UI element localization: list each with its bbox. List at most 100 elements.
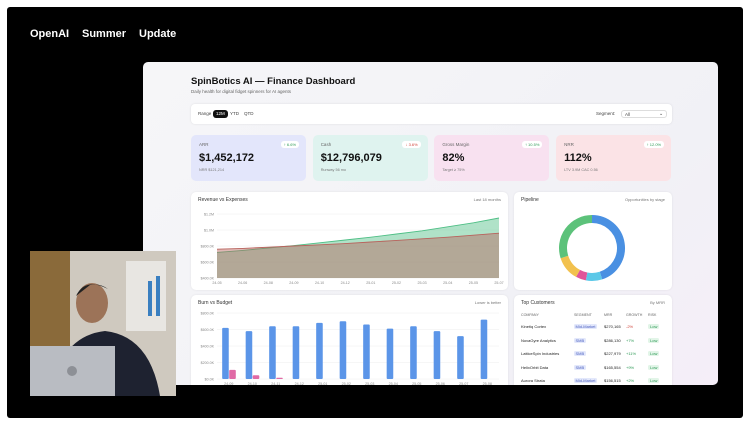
kpi-card: Cash $12,796,079 Runway 56 mo ↓ 3.6% bbox=[312, 135, 428, 181]
bar bbox=[252, 375, 260, 379]
table-cell: +2% bbox=[626, 378, 635, 383]
person-head bbox=[76, 283, 108, 323]
bar bbox=[245, 331, 253, 379]
y-tick-label: $200.0K bbox=[201, 361, 215, 365]
x-tick-label: 24-12 bbox=[295, 382, 304, 385]
kpi-label: ARR bbox=[199, 142, 209, 147]
customers-panel: Top Customers By MRR COMPANY SEGMENT MRR GR… bbox=[514, 295, 672, 385]
kpi-value: 112% bbox=[564, 152, 592, 164]
board-bar bbox=[156, 276, 160, 316]
column-header: COMPANY bbox=[521, 313, 539, 317]
y-tick-label: $800.0K bbox=[201, 311, 215, 315]
series-line bbox=[216, 217, 500, 253]
table-cell: $270,165 bbox=[604, 324, 621, 329]
event-word: Update bbox=[139, 28, 177, 40]
series-line bbox=[216, 232, 500, 250]
dashboard: SpinBotics AI — Finance Dashboard Daily … bbox=[143, 62, 718, 385]
y-tick-label: $0.0K bbox=[205, 377, 215, 381]
x-tick-label: 24-06 bbox=[238, 281, 247, 285]
bar bbox=[222, 327, 229, 379]
bar bbox=[269, 326, 276, 379]
x-tick-label: 25-02 bbox=[342, 382, 351, 385]
donut-segment bbox=[585, 271, 603, 281]
donut-segment bbox=[576, 269, 588, 281]
panel-title: Top Customers bbox=[521, 300, 555, 306]
dropdown-caret: ⌄ bbox=[659, 111, 664, 117]
kpi-value: $12,796,079 bbox=[320, 152, 382, 164]
table-cell: $156,515 bbox=[604, 378, 621, 383]
y-tick-label: $800.0K bbox=[201, 244, 215, 248]
column-header: GROWTH bbox=[626, 313, 643, 317]
table-cell: $286,130 bbox=[604, 337, 621, 343]
bar bbox=[276, 377, 283, 379]
kpi-value: $1,452,172 bbox=[199, 152, 255, 164]
segment-select[interactable]: All bbox=[621, 110, 667, 118]
table-cell: Aurora Strata bbox=[521, 378, 545, 383]
panel-title: Burn vs Budget bbox=[198, 300, 233, 306]
panel-subtitle: Opportunities by stage bbox=[624, 197, 665, 202]
donut-segment bbox=[560, 255, 581, 277]
x-tick-label: 24-10 bbox=[248, 382, 257, 385]
bar bbox=[363, 324, 370, 379]
bar bbox=[292, 326, 300, 379]
range-option[interactable]: QTD bbox=[244, 111, 254, 116]
kpi-note: NRR $121,214 bbox=[199, 168, 225, 172]
table-cell: SMB bbox=[574, 351, 586, 356]
kpi-note: LTV 3.9M CAC 0.56 bbox=[564, 168, 598, 172]
panel-subtitle: Lower is better bbox=[474, 300, 501, 305]
panel-title: Pipeline bbox=[521, 197, 539, 203]
kpi-change: ↓ 3.6% bbox=[402, 141, 421, 148]
bar bbox=[457, 336, 464, 379]
kpi-change: ↑ 6.6% bbox=[280, 141, 299, 148]
x-tick-label: 25-01 bbox=[366, 281, 375, 285]
table-cell: LatticeSpin Industries bbox=[521, 351, 560, 356]
laptop-logo bbox=[67, 366, 77, 376]
kpi-card: NRR 112% LTV 3.9M CAC 0.56 ↑ 12.0% bbox=[556, 135, 672, 181]
table-cell: Low bbox=[648, 337, 660, 343]
table-cell: +7% bbox=[626, 337, 635, 343]
table-cell: Mid-Market bbox=[574, 378, 598, 383]
area-fill bbox=[217, 218, 499, 278]
x-tick-label: 25-07 bbox=[494, 281, 503, 285]
x-tick-label: 24-05 bbox=[212, 281, 221, 285]
revenue-panel: $400.0K $600.0K $800.0K $1.0M $1.2M 24-05 24-0… bbox=[191, 192, 508, 290]
table-cell: Low bbox=[648, 351, 660, 356]
range-label: Range bbox=[198, 111, 212, 116]
column-header: MRR bbox=[604, 313, 613, 317]
dashboard-subtitle: Daily health for digital fidget spinners… bbox=[191, 89, 292, 94]
table-cell: Kinetiq Cortex bbox=[521, 324, 547, 329]
kpi-value: 82% bbox=[442, 152, 465, 164]
bar bbox=[316, 322, 323, 379]
kpi-label: Gross Margin bbox=[442, 142, 470, 147]
donut-segment bbox=[591, 215, 625, 280]
range-option[interactable]: 12M bbox=[213, 110, 228, 118]
table-cell: Low bbox=[648, 378, 660, 383]
table-cell: Low bbox=[648, 324, 660, 329]
x-tick-label: 25-06 bbox=[436, 382, 445, 385]
table-cell: SMB bbox=[574, 337, 586, 343]
x-tick-label: 25-01 bbox=[318, 382, 327, 385]
range-option[interactable]: YTD bbox=[230, 111, 239, 116]
burn-panel: $0.0K $200.0K $400.0K $600.0K $800.0K 24-09 24… bbox=[191, 295, 508, 385]
x-tick-label: 25-05 bbox=[469, 281, 478, 285]
kpi-change: ↑ 10.5% bbox=[521, 141, 543, 148]
table-cell: +9% bbox=[626, 364, 635, 370]
donut-segment bbox=[559, 215, 593, 259]
table-cell: HelixOrbit Data bbox=[521, 364, 549, 370]
x-tick-label: 25-02 bbox=[392, 281, 401, 285]
y-tick-label: $1.0M bbox=[204, 228, 214, 232]
kpi-label: NRR bbox=[564, 142, 574, 147]
table-cell: Low bbox=[648, 364, 660, 370]
chart: $0.0K $200.0K $400.0K $600.0K $800.0K 24-09 24… bbox=[201, 311, 499, 385]
chart: $400.0K $600.0K $800.0K $1.0M $1.2M 24-05 24-0… bbox=[201, 212, 504, 285]
board-bar bbox=[148, 281, 152, 316]
panel-title: Revenue vs Expenses bbox=[198, 197, 248, 203]
y-tick-label: $600.0K bbox=[201, 260, 215, 264]
table-cell: +11% bbox=[626, 351, 637, 356]
kpi-card: Gross Margin 82% Target ≥ 75% ↑ 10.5% bbox=[434, 135, 550, 181]
chart bbox=[559, 215, 625, 281]
x-tick-label: 25-07 bbox=[459, 382, 468, 385]
x-tick-label: 24-10 bbox=[315, 281, 324, 285]
bar bbox=[386, 328, 394, 379]
x-tick-label: 25-04 bbox=[443, 281, 452, 285]
